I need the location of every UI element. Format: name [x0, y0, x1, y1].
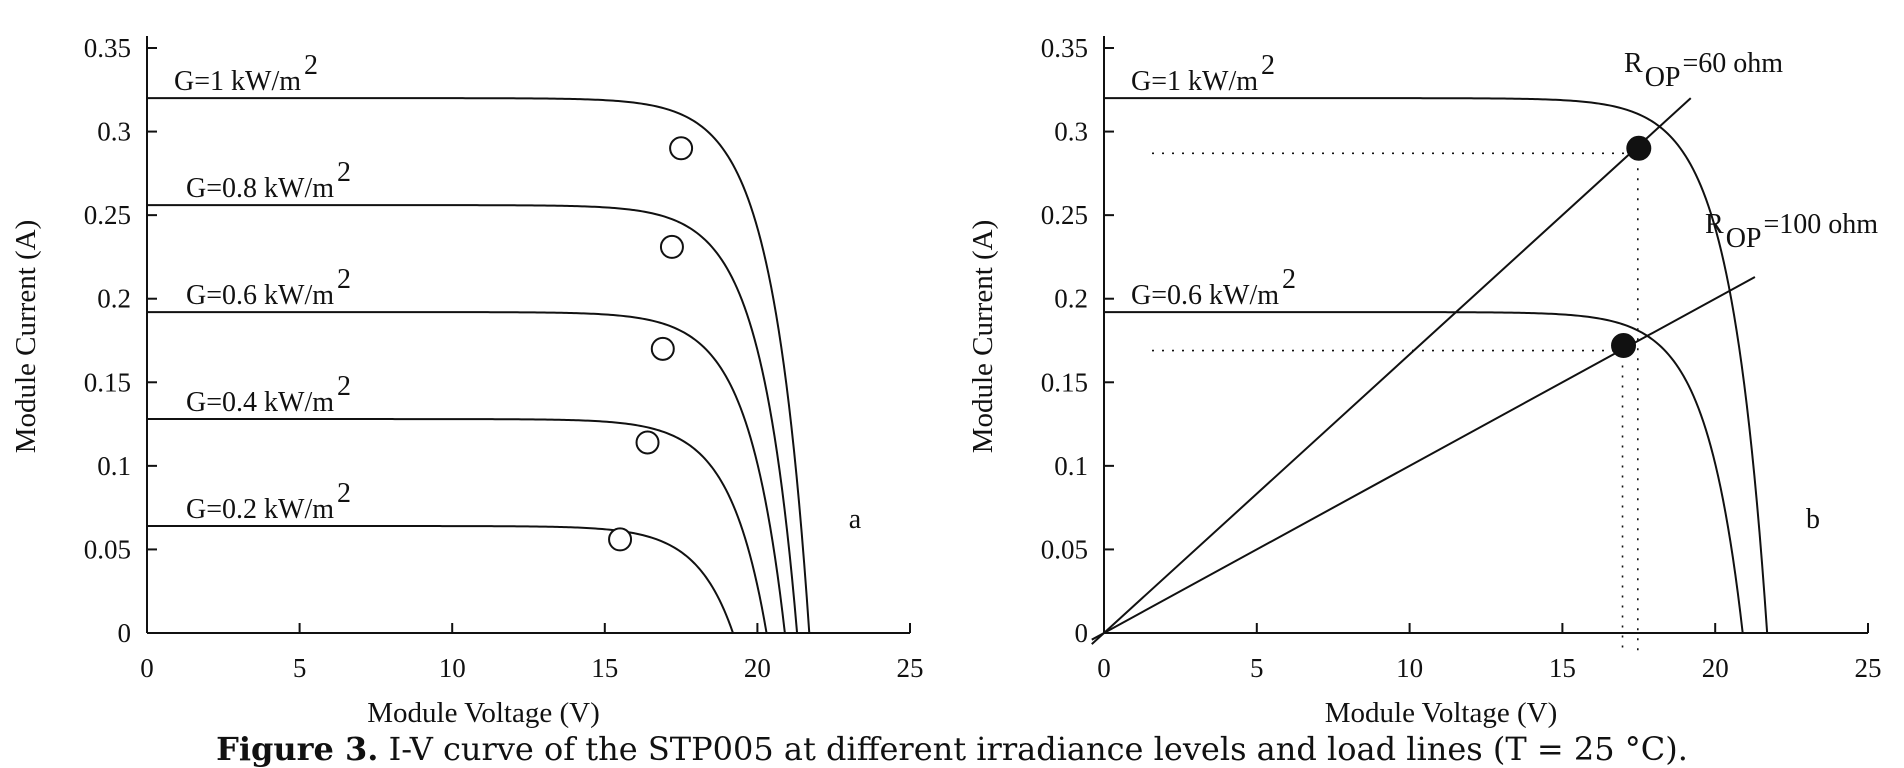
- panel-a: 0 5 10 15 20 25 0 0.05 0.1 0.15 0.2 0.25 0.3 0.35 Modu…: [10, 33, 924, 729]
- y-tick-label: 0.25: [1041, 200, 1088, 230]
- y-tick-label: 0.2: [1054, 284, 1088, 314]
- curve-label: G=0.6 kW/m: [186, 280, 334, 311]
- y-tick-label: 0: [118, 618, 132, 648]
- load-line: [1091, 276, 1756, 641]
- iv-curve: [1104, 97, 1769, 634]
- operating-point: [1626, 135, 1652, 161]
- y-tick-label: 0.15: [84, 367, 131, 397]
- x-tick-label: 10: [439, 653, 466, 683]
- x-tick-label: 10: [1396, 653, 1423, 683]
- caption-bold: Figure 3.: [216, 730, 378, 768]
- y-tick-label: 0.1: [97, 451, 131, 481]
- mpp-marker: [608, 527, 633, 552]
- x-tick-label: 15: [1549, 653, 1576, 683]
- mpp-marker: [669, 136, 694, 161]
- x-tick-label: 0: [140, 653, 154, 683]
- load-line-label-sub: OP: [1645, 62, 1681, 93]
- mpp-marker: [659, 234, 684, 259]
- load-line-label: R: [1705, 209, 1724, 240]
- curve-label-exponent: 2: [1261, 50, 1275, 81]
- x-tick-label: 25: [897, 653, 924, 683]
- x-tick-label: 25: [1855, 653, 1882, 683]
- curve-label: G=0.8 kW/m: [186, 173, 334, 204]
- y-axis-label: Module Current (A): [10, 220, 42, 454]
- iv-curve: [147, 525, 734, 634]
- panel-letter: a: [849, 504, 862, 535]
- y-tick-label: 0.2: [97, 284, 131, 314]
- y-tick-label: 0.3: [1054, 117, 1088, 147]
- x-tick-label: 5: [293, 653, 307, 683]
- y-tick-label: 0.35: [1041, 33, 1088, 63]
- x-tick-label: 20: [1702, 653, 1729, 683]
- x-axis-label: Module Voltage (V): [1325, 697, 1558, 729]
- mpp-marker: [650, 336, 675, 361]
- curve-label-exponent: 2: [304, 50, 318, 81]
- load-line-label-rest: =100 ohm: [1763, 209, 1878, 240]
- load-line-label-sub: OP: [1726, 223, 1762, 254]
- curve-label-exponent: 2: [337, 157, 351, 188]
- iv-curve: [147, 97, 811, 634]
- curve-label: G=0.2 kW/m: [186, 494, 334, 525]
- x-tick-label: 20: [744, 653, 771, 683]
- mpp-marker: [635, 430, 660, 455]
- y-tick-label: 0.3: [97, 117, 131, 147]
- x-tick-label: 0: [1097, 653, 1111, 683]
- curve-label: G=1 kW/m: [174, 66, 301, 97]
- curve-label-exponent: 2: [337, 264, 351, 295]
- iv-curve: [1104, 311, 1744, 634]
- curve-label: G=0.6 kW/m: [1131, 280, 1279, 311]
- operating-point: [1611, 333, 1637, 359]
- y-tick-label: 0: [1075, 618, 1089, 648]
- y-tick-label: 0.05: [1041, 534, 1088, 564]
- y-tick-label: 0.25: [84, 200, 131, 230]
- y-axis-label: Module Current (A): [967, 220, 999, 454]
- panel-b: 0 5 10 15 20 25 0 0.05 0.1 0.15 0.2 0.25 0.3 0.35 Modu…: [967, 33, 1882, 729]
- load-line-label-rest: =60 ohm: [1682, 48, 1783, 79]
- x-tick-label: 5: [1250, 653, 1264, 683]
- x-tick-label: 15: [591, 653, 618, 683]
- curve-label: G=1 kW/m: [1131, 66, 1258, 97]
- load-line: [1091, 97, 1692, 645]
- iv-curve: [147, 418, 768, 634]
- y-tick-label: 0.35: [84, 33, 131, 63]
- y-tick-label: 0.1: [1054, 451, 1088, 481]
- curve-label-exponent: 2: [337, 371, 351, 402]
- caption-text: I-V curve of the STP005 at different irr…: [378, 730, 1687, 768]
- curve-label: G=0.4 kW/m: [186, 387, 334, 418]
- x-axis-label: Module Voltage (V): [367, 697, 600, 729]
- figure-caption: Figure 3. I-V curve of the STP005 at dif…: [216, 730, 1688, 768]
- panel-letter: b: [1806, 504, 1820, 535]
- load-line-label: R: [1624, 48, 1643, 79]
- curve-label-exponent: 2: [1282, 264, 1296, 295]
- y-tick-label: 0.15: [1041, 367, 1088, 397]
- iv-curve: [147, 311, 786, 634]
- iv-curve: [147, 204, 799, 634]
- y-tick-label: 0.05: [84, 534, 131, 564]
- curve-label-exponent: 2: [337, 478, 351, 509]
